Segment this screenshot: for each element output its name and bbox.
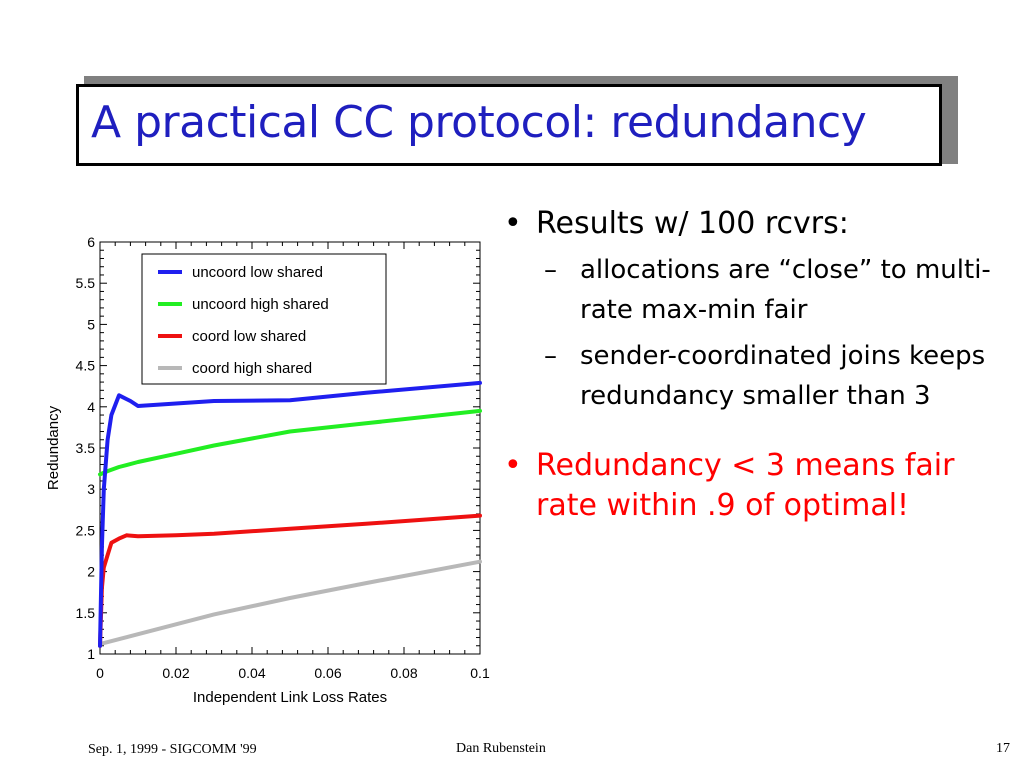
sub-bullet-marker: – <box>544 341 557 371</box>
y-tick-label: 3.5 <box>76 440 96 456</box>
footer-date: Sep. 1, 1999 - SIGCOMM '99 <box>88 742 257 757</box>
bullet-item: • Results w/ 100 rcvrs: <box>500 204 1000 244</box>
bullet-marker: • <box>504 448 522 483</box>
bullet-text: Redundancy < 3 means fair rate within .9… <box>536 448 955 523</box>
y-tick-label: 2.5 <box>76 522 96 538</box>
bullet-text: Results w/ 100 rcvrs: <box>536 206 849 241</box>
series-line-coord-low-shared <box>98 513 482 648</box>
x-tick-label: 0 <box>96 665 104 681</box>
x-tick-label: 0.08 <box>390 665 417 681</box>
footer-page-number: 17 <box>996 741 1010 756</box>
bullet-list: • Results w/ 100 rcvrs: – allocations are “… <box>500 204 1000 526</box>
x-tick-label: 0.1 <box>470 665 490 681</box>
sub-bullet-text: sender-coordinated joins keeps redundanc… <box>580 341 986 411</box>
legend-box <box>141 253 387 385</box>
y-tick-label: 5 <box>87 316 95 332</box>
series-line-coord-high-shared <box>98 559 482 647</box>
y-tick-label: 1 <box>87 646 95 662</box>
sub-bullet-item: – sender-coordinated joins keeps redundan… <box>500 336 1000 416</box>
y-tick-label: 5.5 <box>76 275 96 291</box>
bullet-marker: • <box>504 206 522 241</box>
legend-label: uncoord high shared <box>192 296 329 313</box>
y-tick-label: 4.5 <box>76 358 96 374</box>
x-axis-label: Independent Link Loss Rates <box>193 689 387 706</box>
y-tick-label: 3 <box>87 481 95 497</box>
y-tick-label: 6 <box>87 234 95 250</box>
sub-bullet-text: allocations are “close” to multi-rate ma… <box>580 255 991 325</box>
x-tick-label: 0.06 <box>314 665 341 681</box>
y-axis-label: Redundancy <box>45 405 62 490</box>
legend-label: uncoord low shared <box>192 264 323 281</box>
series-line-uncoord-low-shared <box>98 380 482 648</box>
y-tick-label: 2 <box>87 564 95 580</box>
x-tick-label: 0.04 <box>238 665 265 681</box>
sub-bullet-marker: – <box>544 255 557 285</box>
x-tick-label: 0.02 <box>162 665 189 681</box>
title-box: A practical CC protocol: redundancy <box>76 84 942 166</box>
legend-label: coord high shared <box>192 360 312 377</box>
y-tick-label: 1.5 <box>76 605 96 621</box>
y-tick-label: 4 <box>87 399 95 415</box>
bullet-item: • Redundancy < 3 means fair rate within .… <box>500 446 1000 526</box>
slide-title: A practical CC protocol: redundancy <box>91 97 867 148</box>
footer-author: Dan Rubenstein <box>456 741 546 756</box>
sub-bullet-item: – allocations are “close” to multi-rate m… <box>500 250 1000 330</box>
redundancy-chart: 1 1.5 2 2.5 3 3.5 4 4.5 5 5.5 6 0 0.02 0.04 0.06 0.08 0.… <box>45 234 490 706</box>
legend-label: coord low shared <box>192 328 306 345</box>
